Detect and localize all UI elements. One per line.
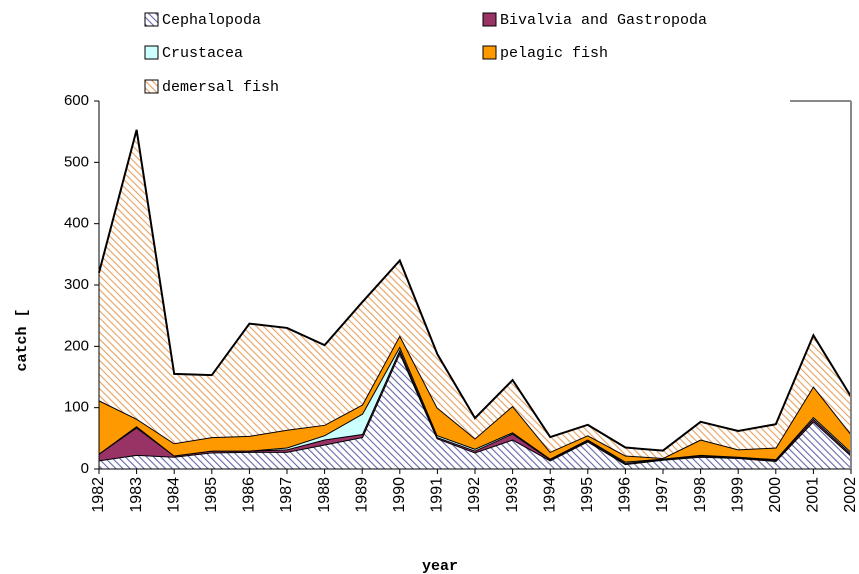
legend-label: demersal fish bbox=[162, 79, 279, 96]
x-axis-label: year bbox=[422, 558, 458, 574]
y-axis-label: catch [ bbox=[14, 308, 31, 371]
x-tick-label: 1983 bbox=[128, 477, 145, 513]
legend-label: pelagic fish bbox=[500, 45, 608, 62]
legend-swatch bbox=[144, 12, 159, 27]
x-tick-label: 1989 bbox=[353, 477, 370, 513]
x-tick-label: 1993 bbox=[504, 477, 521, 513]
y-tick-label: 500 bbox=[64, 153, 89, 170]
x-tick-label: 1988 bbox=[316, 477, 333, 513]
legend-label: Bivalvia and Gastropoda bbox=[500, 12, 707, 29]
x-tick-label: 1998 bbox=[692, 477, 709, 513]
x-tick-label: 1990 bbox=[391, 477, 408, 513]
x-tick-label: 2001 bbox=[805, 477, 822, 513]
area bbox=[99, 129, 851, 458]
x-tick-label: 1982 bbox=[90, 477, 107, 513]
x-tick-label: 1985 bbox=[203, 477, 220, 513]
y-tick-label: 400 bbox=[64, 215, 89, 232]
y-tick-label: 600 bbox=[64, 92, 89, 109]
x-tick-label: 1997 bbox=[654, 477, 671, 513]
x-tick-label: 1992 bbox=[466, 477, 483, 513]
x-tick-label: 1996 bbox=[617, 477, 634, 513]
legend-swatch bbox=[144, 79, 159, 94]
legend-swatch bbox=[482, 12, 497, 27]
x-tick-label: 1994 bbox=[541, 477, 558, 513]
legend-label: Crustacea bbox=[162, 45, 243, 62]
legend-swatch bbox=[144, 45, 159, 60]
x-tick-label: 1986 bbox=[241, 477, 258, 513]
legend-label: Cephalopoda bbox=[162, 12, 261, 29]
legend-swatch bbox=[482, 45, 497, 60]
y-tick-label: 0 bbox=[81, 460, 89, 477]
x-tick-label: 2000 bbox=[767, 477, 784, 513]
x-tick-label: 2002 bbox=[842, 477, 859, 513]
x-tick-label: 1991 bbox=[429, 477, 446, 513]
y-tick-label: 100 bbox=[64, 399, 89, 416]
x-tick-label: 1995 bbox=[579, 477, 596, 513]
x-tick-label: 1984 bbox=[165, 477, 182, 513]
y-tick-label: 200 bbox=[64, 337, 89, 354]
y-tick-label: 300 bbox=[64, 276, 89, 293]
x-tick-label: 1999 bbox=[729, 477, 746, 513]
area-line bbox=[98, 129, 852, 452]
x-tick-label: 1987 bbox=[278, 477, 295, 513]
